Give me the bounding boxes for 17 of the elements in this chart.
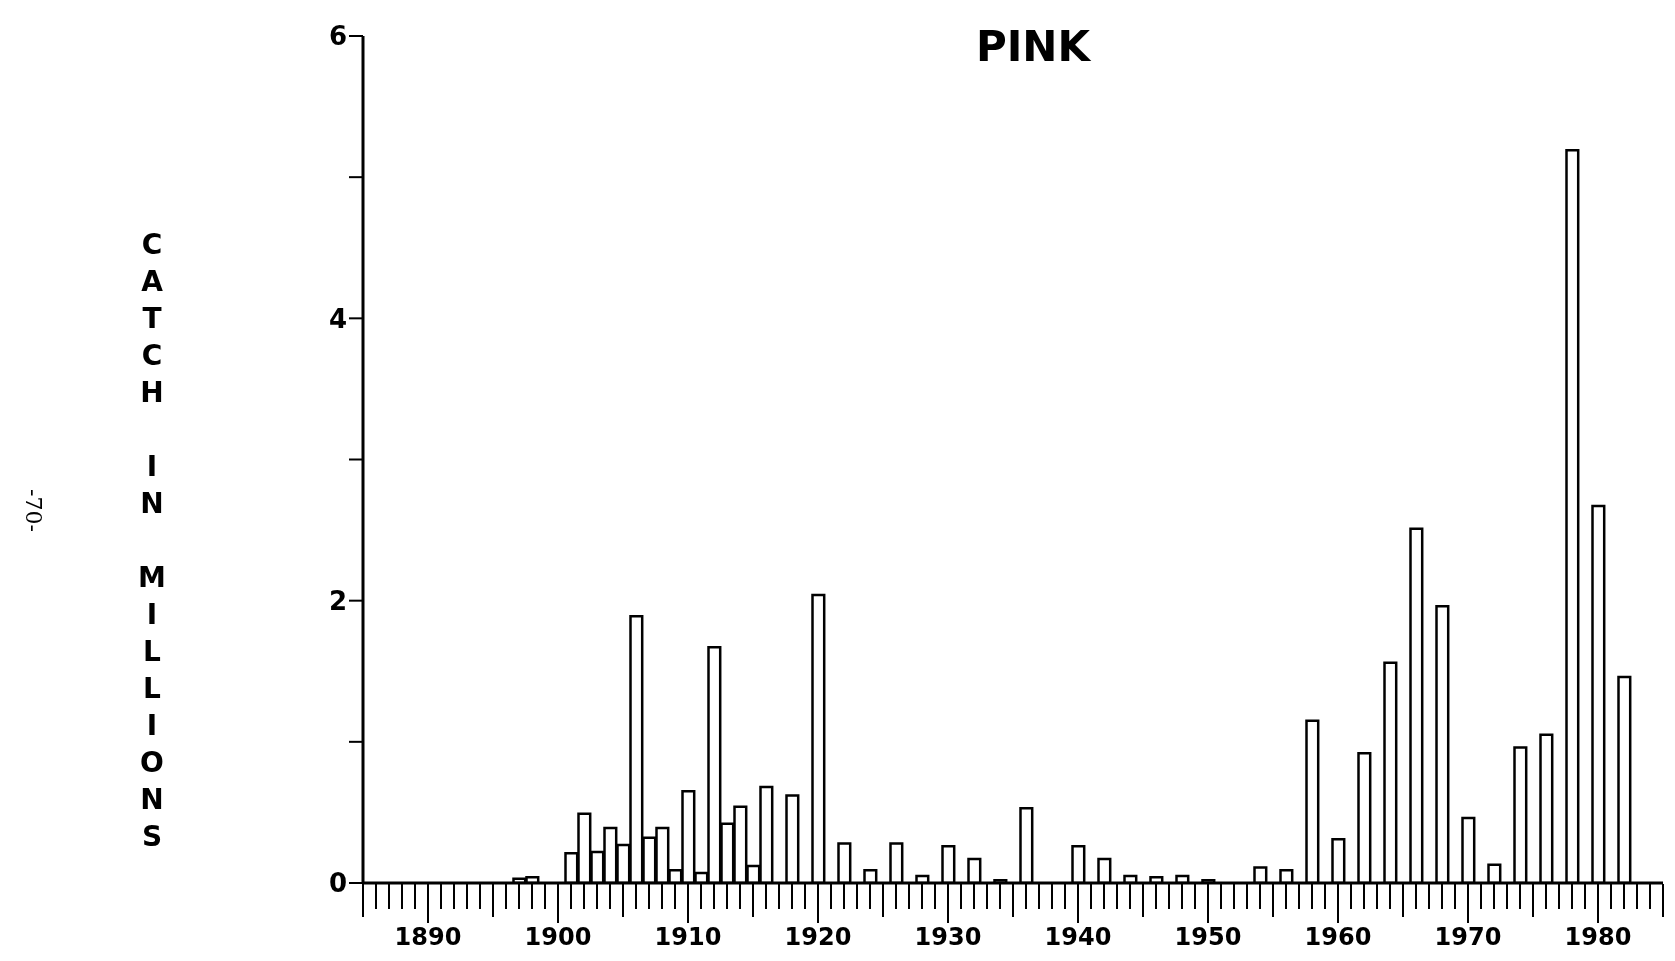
y-tick-label: 2 <box>328 585 347 616</box>
text: CATCH IN MILLIONS <box>138 228 166 853</box>
x-tick-label: 1940 <box>1044 923 1112 951</box>
x-tick-label: 1900 <box>524 923 592 951</box>
x-tick-label: 1970 <box>1434 923 1502 951</box>
x-tick-label: 1980 <box>1564 923 1632 951</box>
y-tick-label: 6 <box>328 21 347 52</box>
x-tick-label: 1920 <box>784 923 852 951</box>
x-tick-label: 1890 <box>394 923 462 951</box>
x-tick-label: 1910 <box>654 923 722 951</box>
x-tick-label: 1960 <box>1304 923 1372 951</box>
x-tick-label: 1930 <box>914 923 982 951</box>
y-tick-label: 4 <box>328 303 347 334</box>
chart-title: PINK <box>974 22 1092 71</box>
text: -70- <box>20 488 46 534</box>
y-tick-label: 0 <box>328 868 347 899</box>
x-tick-label: 1950 <box>1174 923 1242 951</box>
